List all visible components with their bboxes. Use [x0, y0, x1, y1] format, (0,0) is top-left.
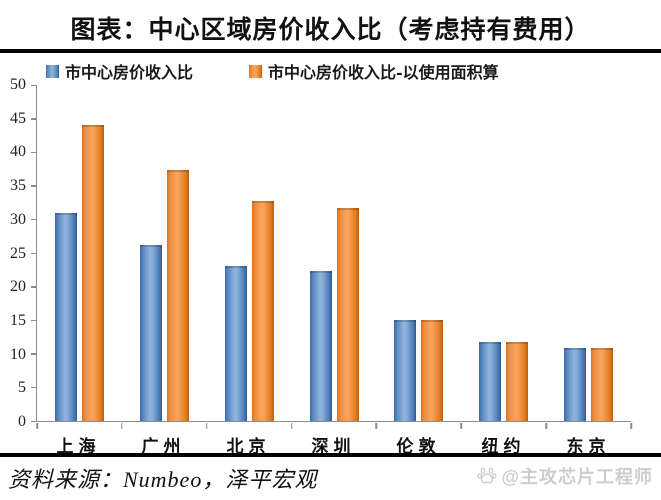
x-axis-label: 东京 — [566, 437, 611, 457]
bar-group — [37, 85, 122, 421]
x-tick-mark — [545, 422, 547, 429]
legend-swatch-orange — [249, 64, 263, 78]
y-tick-label: 25 — [10, 244, 26, 262]
bar-group — [122, 85, 207, 421]
y-tick-label: 50 — [10, 76, 26, 93]
bar-group — [207, 85, 292, 421]
bar-group — [376, 85, 461, 421]
chart-legend: 市中心房价收入比 市中心房价收入比-以使用面积算 — [46, 59, 499, 83]
x-tick-mark — [630, 422, 632, 429]
y-axis-labels: 0 5 10 15 20 25 30 35 40 45 50 — [0, 77, 28, 430]
bar-group — [546, 85, 631, 421]
y-tick-mark — [31, 319, 37, 322]
x-axis-label: 深圳 — [311, 437, 356, 457]
x-tick-mark — [375, 422, 378, 429]
legend-item: 市中心房价收入比 — [46, 59, 193, 83]
bar-orange — [591, 347, 614, 421]
y-tick-mark — [31, 252, 37, 254]
plot-area — [31, 84, 632, 429]
top-divider — [0, 49, 661, 53]
legend-label: 市中心房价收入比 — [65, 63, 194, 82]
y-tick-label: 20 — [10, 278, 26, 296]
bar-orange — [81, 124, 104, 421]
legend-swatch-blue — [46, 64, 59, 78]
x-tick-mark — [36, 422, 38, 429]
y-tick-label: 35 — [10, 177, 26, 195]
x-axis-label: 上海 — [56, 437, 101, 457]
x-axis-label: 纽约 — [481, 437, 526, 457]
bar-orange — [506, 341, 529, 421]
bar-orange — [166, 170, 189, 421]
x-axis-label: 伦敦 — [396, 437, 441, 457]
y-tick-mark — [31, 118, 37, 120]
bar-blue — [54, 212, 77, 421]
x-tick-mark — [290, 422, 293, 429]
bar-blue — [224, 266, 247, 421]
bottom-divider — [0, 453, 661, 457]
bar-orange — [251, 200, 274, 421]
x-axis-label: 广州 — [141, 437, 186, 457]
x-tick-mark — [205, 422, 208, 429]
source-note: 资料来源：Numbeo，泽平宏观 — [8, 467, 318, 492]
bar-group — [292, 85, 377, 421]
y-tick-mark — [31, 151, 37, 154]
y-tick-label: 30 — [10, 210, 26, 228]
y-tick-label: 10 — [10, 345, 26, 363]
y-tick-mark — [31, 218, 37, 221]
chart-title: 图表：中心区域房价收入比（考虑持有费用） — [70, 15, 591, 44]
baidu-paw-icon — [477, 467, 498, 484]
y-tick-mark — [31, 353, 37, 355]
bar-groups — [37, 85, 631, 421]
y-tick-label: 45 — [10, 109, 26, 127]
x-tick-mark — [121, 422, 123, 429]
watermark: @主攻芯片工程师 — [477, 463, 653, 489]
y-tick-label: 40 — [10, 143, 26, 161]
bar-blue — [139, 244, 162, 421]
x-axis-labels: 上海 广州 北京 深圳 伦敦 纽约 东京 — [36, 432, 631, 457]
x-axis-label: 北京 — [226, 437, 271, 457]
bar-orange — [336, 207, 359, 421]
legend-item: 市中心房价收入比-以使用面积算 — [249, 59, 499, 83]
bar-blue — [394, 320, 417, 421]
legend-label: 市中心房价收入比-以使用面积算 — [268, 63, 499, 82]
bar-blue — [479, 341, 502, 421]
bar-blue — [564, 347, 587, 421]
y-tick-mark — [31, 84, 37, 86]
y-tick-mark — [31, 185, 37, 187]
bar-orange — [421, 320, 444, 421]
x-tick-mark — [460, 422, 463, 429]
y-tick-mark — [31, 420, 37, 422]
bar-blue — [309, 271, 332, 421]
y-tick-label: 5 — [18, 379, 26, 397]
y-tick-mark — [31, 386, 37, 389]
watermark-text: @主攻芯片工程师 — [501, 467, 653, 487]
y-tick-mark — [31, 286, 37, 288]
y-tick-label: 0 — [18, 413, 26, 430]
y-tick-label: 15 — [10, 311, 26, 329]
bar-group — [461, 85, 546, 421]
